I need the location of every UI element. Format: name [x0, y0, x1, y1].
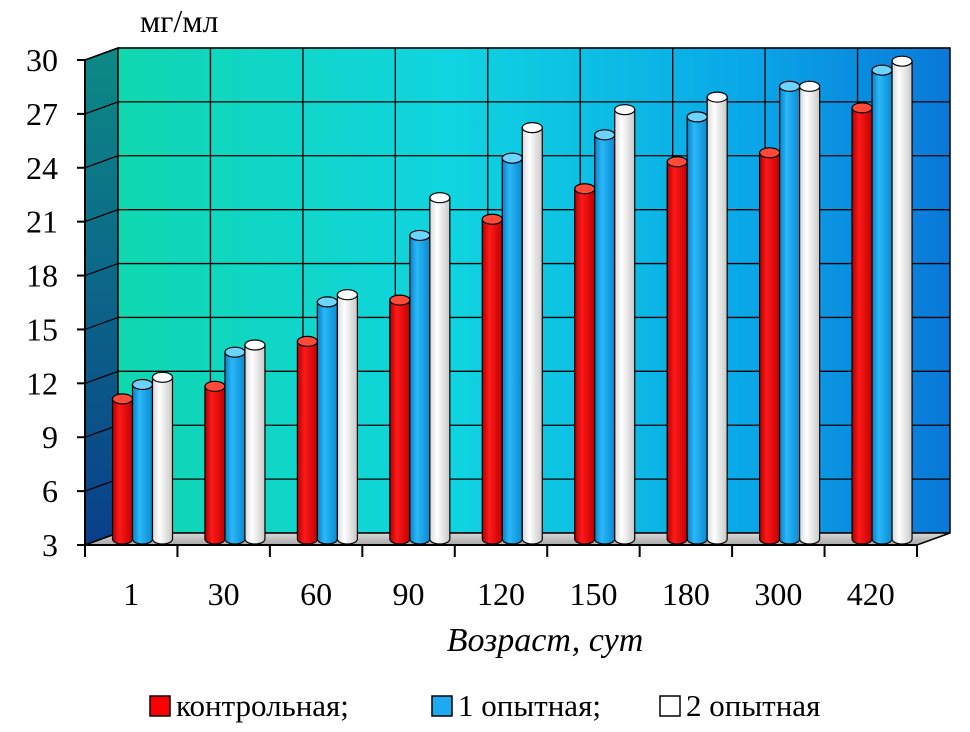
y-tick-label: 6 — [42, 473, 58, 509]
gridline-side — [84, 209, 119, 223]
bar — [244, 339, 266, 545]
bar — [204, 380, 226, 545]
legend-item: 2 опытная — [659, 688, 820, 723]
x-tick-label: 60 — [300, 576, 332, 612]
bar — [316, 296, 338, 545]
y-axis-ticks: 3 6 9 12 15 18 21 24 27 30 — [26, 42, 85, 563]
bar — [891, 55, 913, 545]
legend-swatch — [659, 695, 681, 717]
bar — [851, 102, 873, 545]
legend: контрольная; 1 опытная; 2 опытная — [149, 688, 820, 723]
bar — [759, 147, 781, 545]
y-tick-label: 15 — [26, 311, 58, 347]
legend-label: 1 опытная; — [458, 688, 601, 723]
bar — [666, 156, 688, 545]
x-tick-label: 1 — [123, 576, 139, 612]
bar — [481, 213, 503, 545]
bar — [336, 289, 358, 545]
bar — [501, 152, 523, 545]
x-axis-title: Возраст, сут — [447, 622, 644, 659]
y-tick-label: 30 — [26, 42, 58, 78]
y-unit-label: мг/мл — [140, 3, 219, 39]
bar — [296, 335, 318, 545]
x-tick-label: 90 — [393, 576, 425, 612]
gridline-side — [84, 101, 119, 115]
y-tick-label: 27 — [26, 96, 58, 132]
bar — [151, 371, 174, 545]
legend-item: контрольная; — [149, 688, 349, 723]
gridline-side — [84, 262, 119, 277]
y-tick-label: 24 — [26, 150, 58, 186]
legend-label: контрольная; — [176, 688, 349, 723]
legend-swatch — [149, 695, 171, 717]
x-tick-label: 300 — [754, 576, 802, 612]
y-tick-label: 9 — [42, 419, 58, 455]
bar — [131, 378, 154, 545]
bar — [574, 183, 596, 545]
y-tick-label: 12 — [26, 365, 58, 401]
bar — [871, 64, 893, 545]
x-axis-ticks: 1 30 60 90 120 150 180 300 420 — [84, 545, 918, 612]
bar — [614, 104, 636, 545]
x-tick-label: 150 — [569, 576, 617, 612]
bar — [706, 91, 728, 545]
legend-swatch — [431, 695, 453, 717]
x-tick-label: 180 — [662, 576, 710, 612]
bar — [779, 80, 801, 545]
bar — [111, 393, 134, 545]
gridline-side — [84, 370, 119, 384]
x-tick-label: 30 — [208, 576, 240, 612]
legend-item: 1 опытная; — [431, 688, 601, 723]
y-tick-label: 3 — [42, 527, 58, 563]
bar — [224, 346, 246, 545]
y-tick-label: 21 — [26, 204, 58, 240]
bar — [594, 129, 616, 545]
bar — [409, 229, 431, 545]
gridline-side — [84, 47, 119, 61]
bar — [799, 80, 821, 545]
y-tick-label: 18 — [26, 258, 58, 294]
bar — [686, 111, 708, 545]
x-tick-label: 120 — [477, 576, 525, 612]
legend-label: 2 опытная — [686, 688, 820, 723]
gridline-side — [84, 155, 119, 169]
gridline-side — [84, 316, 119, 331]
bar — [429, 192, 451, 545]
bar — [389, 294, 411, 545]
x-tick-label: 420 — [847, 576, 895, 612]
bar — [521, 122, 543, 545]
bars — [111, 55, 913, 545]
